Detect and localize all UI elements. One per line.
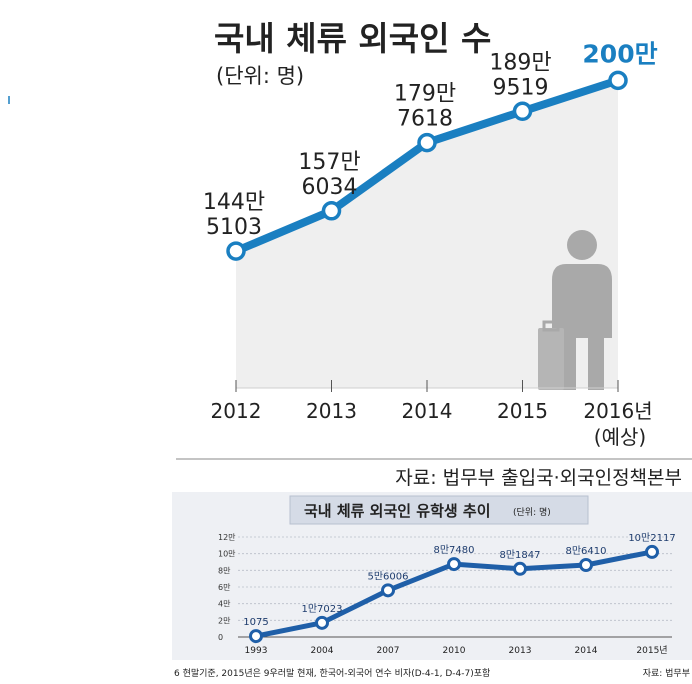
sub-point-2004 — [315, 615, 329, 630]
sub-data-label-1993: 1075 — [243, 617, 268, 628]
x-label-2016년: 2016년 — [583, 399, 652, 423]
data-label-2013-0: 157만 — [298, 150, 360, 175]
data-label-2012-0: 144만 — [203, 190, 265, 215]
sub-x-label-2015년: 2015년 — [636, 645, 667, 656]
sub-x-label-2004: 2004 — [311, 646, 334, 656]
sub-y-tick-2: 4만 — [218, 600, 231, 609]
data-label-2014-0: 179만 — [394, 82, 456, 107]
x-category-note: (예상) — [594, 425, 646, 449]
x-label-2013: 2013 — [306, 399, 357, 423]
sub-point-2015년 — [645, 544, 659, 559]
traveller-icon — [538, 230, 612, 390]
main-point-2013 — [321, 201, 342, 221]
sub-y-tick-6: 12만 — [218, 533, 236, 542]
sub-chart: 국내 체류 외국인 유학생 추이 (단위: 명) 0 2만 4만 6만 8만 10만 12만… — [172, 492, 692, 679]
sub-y-tick-0: 0 — [218, 633, 223, 642]
data-label-2013-1: 6034 — [302, 175, 358, 200]
sub-data-label-2015년: 10만2117 — [628, 532, 675, 544]
sub-x-label-2014: 2014 — [575, 646, 598, 656]
sub-chart-title: 국내 체류 외국인 유학생 추이 — [304, 502, 491, 520]
main-chart-title: 국내 체류 외국인 수 — [214, 19, 491, 58]
sub-data-label-2004: 1만7023 — [301, 603, 342, 615]
sub-x-label-2010: 2010 — [443, 646, 466, 656]
sub-point-2013 — [513, 561, 527, 576]
main-point-2016년 — [608, 70, 628, 91]
sub-point-2007 — [381, 583, 395, 598]
sub-point-1993 — [249, 629, 263, 644]
main-chart-unit: (단위: 명) — [216, 64, 304, 88]
sub-chart-footnote: 6 현말기준, 2015년은 9우러말 현재, 한국어-외국어 연수 비자(D-… — [174, 667, 490, 679]
x-label-2014: 2014 — [402, 399, 453, 423]
sub-data-label-2013: 8만1847 — [499, 549, 540, 561]
sub-y-tick-5: 10만 — [218, 550, 236, 559]
main-chart-area — [236, 80, 618, 388]
sub-y-tick-3: 6만 — [218, 583, 231, 592]
data-label-2015-1: 9519 — [493, 75, 549, 100]
sub-data-label-2010: 8만7480 — [433, 544, 474, 556]
sub-x-label-2013: 2013 — [509, 646, 532, 656]
sub-x-label-2007: 2007 — [377, 646, 400, 656]
sub-chart-unit: (단위: 명) — [513, 507, 551, 518]
sub-chart-source: 자료: 법무부 — [643, 668, 690, 679]
data-label-2012-1: 5103 — [206, 215, 262, 240]
main-point-2015 — [512, 101, 533, 122]
sub-y-tick-4: 8만 — [218, 566, 231, 575]
main-point-2012 — [226, 241, 246, 261]
sub-point-2010 — [447, 557, 461, 572]
data-label-2014-1: 7618 — [397, 107, 453, 132]
sub-chart-header — [289, 495, 589, 525]
x-label-2012: 2012 — [211, 399, 262, 423]
sub-x-label-1993: 1993 — [245, 646, 268, 656]
main-point-2014 — [417, 132, 437, 153]
data-label-2015-0: 189만 — [489, 50, 551, 75]
sub-data-label-2007: 5만6006 — [367, 570, 408, 582]
x-label-2015: 2015 — [497, 399, 548, 423]
main-chart-source: 자료: 법무부 출입국·외국인정책본부 — [395, 467, 682, 489]
sub-y-tick-1: 2만 — [218, 616, 231, 625]
sub-point-2014 — [579, 557, 593, 572]
data-label-2016년-0: 200만 — [582, 39, 657, 68]
sub-data-label-2014: 8만6410 — [565, 545, 606, 557]
